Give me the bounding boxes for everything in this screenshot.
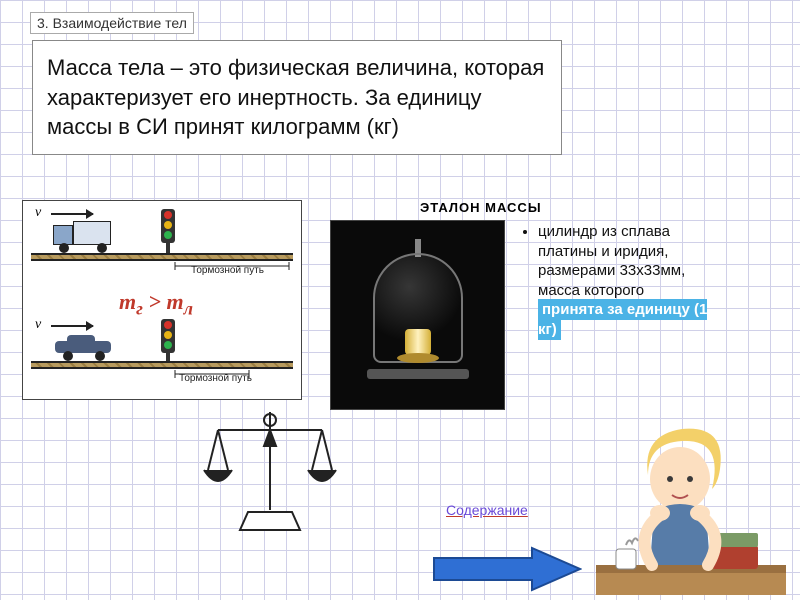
etalon-bullet: цилиндр из сплава платины и иридия, разм… bbox=[538, 222, 710, 339]
etalon-highlight: принята за единицу (1 кг) bbox=[538, 299, 707, 340]
chapter-number: 3. bbox=[37, 15, 49, 31]
formula-part-1: m bbox=[119, 289, 136, 314]
balance-scale-icon bbox=[200, 400, 340, 550]
student-character-illustration bbox=[596, 415, 786, 600]
braking-diagram: v Тормозной путь mг > mл v Тормозной пут… bbox=[22, 200, 302, 400]
velocity-arrow-bottom: v bbox=[33, 319, 103, 333]
formula-part-5: л bbox=[184, 298, 193, 318]
etalon-heading: ЭТАЛОН МАССЫ bbox=[420, 200, 542, 215]
road-bottom bbox=[31, 361, 293, 369]
velocity-label-bottom: v bbox=[35, 317, 41, 333]
formula-part-2: г bbox=[136, 298, 143, 318]
truck-icon bbox=[53, 221, 113, 249]
formula-part-3: > bbox=[143, 289, 167, 314]
formula-part-4: m bbox=[166, 289, 183, 314]
mass-inequality-formula: mг > mл bbox=[119, 289, 193, 319]
velocity-label-top: v bbox=[35, 205, 41, 221]
chapter-title: 3. Взаимодействие тел bbox=[30, 12, 194, 34]
brake-span-top bbox=[173, 261, 293, 271]
etalon-bullet-text: цилиндр из сплава платины и иридия, разм… bbox=[538, 223, 685, 299]
definition-text: Масса тела – это физическая величина, ко… bbox=[47, 55, 544, 139]
traffic-light-bottom bbox=[161, 319, 175, 353]
next-arrow-button[interactable] bbox=[432, 546, 582, 592]
brake-span-bottom bbox=[173, 369, 253, 379]
traffic-light-top bbox=[161, 209, 175, 243]
car-icon bbox=[55, 337, 111, 357]
etalon-photo bbox=[330, 220, 505, 410]
velocity-arrow-top: v bbox=[33, 207, 103, 221]
bell-jar-icon bbox=[363, 245, 473, 385]
contents-link[interactable]: Содержание bbox=[446, 502, 528, 518]
definition-box: Масса тела – это физическая величина, ко… bbox=[32, 40, 562, 155]
road-top bbox=[31, 253, 293, 261]
chapter-text: Взаимодействие тел bbox=[53, 15, 187, 31]
etalon-description: цилиндр из сплава платины и иридия, разм… bbox=[520, 222, 710, 339]
